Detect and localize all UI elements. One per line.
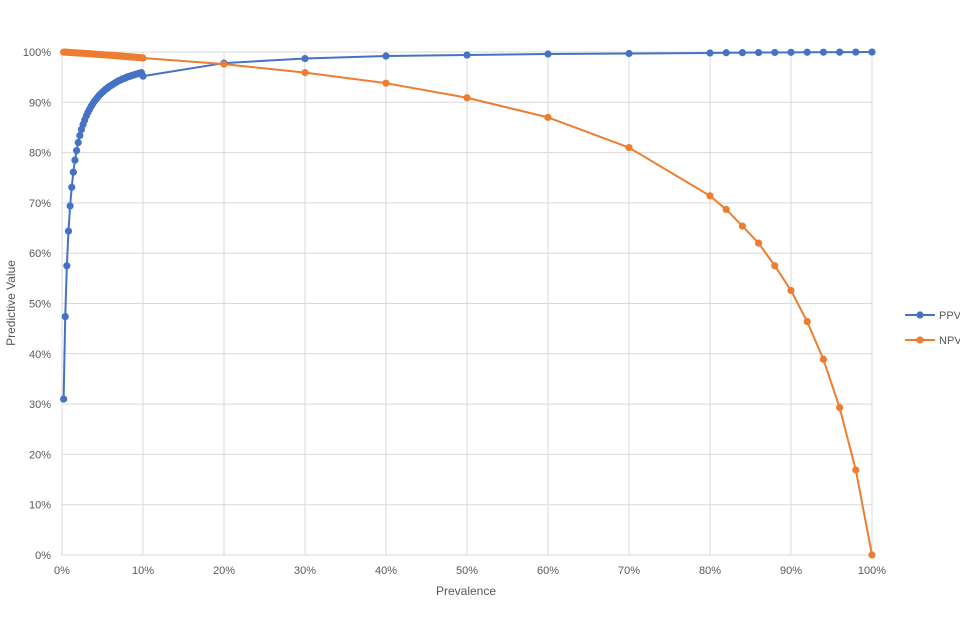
legend-label: NPV xyxy=(939,335,960,347)
data-point-npv xyxy=(738,222,747,230)
legend-swatch-marker xyxy=(916,336,924,344)
data-point-ppv xyxy=(69,168,77,176)
y-tick-label: 80% xyxy=(29,148,51,160)
series-points xyxy=(60,48,876,559)
data-point-npv xyxy=(787,286,795,295)
data-point-ppv xyxy=(74,138,82,147)
data-point-npv xyxy=(382,79,390,87)
data-point-npv xyxy=(220,60,228,68)
data-point-ppv xyxy=(139,72,147,80)
data-point-ppv xyxy=(60,395,68,403)
data-point-npv xyxy=(852,466,860,474)
legend-label: PPV xyxy=(939,310,960,322)
data-point-ppv xyxy=(836,48,844,56)
y-tick-label: 0% xyxy=(35,550,51,562)
data-point-npv xyxy=(625,143,633,152)
data-point-npv xyxy=(722,205,730,214)
legend: PPV NPV xyxy=(905,310,960,347)
data-point-npv xyxy=(544,113,552,121)
data-point-npv xyxy=(836,404,844,412)
tick-labels: 0% 10% 20% 30% 40% 50% 60% 70% 80% 90% 100% 0% 10% 20… xyxy=(23,47,886,577)
data-point-ppv xyxy=(76,131,84,140)
x-axis-title: Prevalence xyxy=(436,584,496,598)
data-point-npv xyxy=(706,192,714,200)
x-tick-label: 60% xyxy=(537,565,559,577)
y-tick-label: 10% xyxy=(29,500,51,512)
series-line-ppv xyxy=(62,51,873,400)
data-point-npv xyxy=(771,262,779,270)
data-point-ppv xyxy=(66,202,74,210)
data-point-ppv xyxy=(71,156,79,164)
y-tick-label: 100% xyxy=(23,47,51,59)
x-tick-label: 80% xyxy=(699,565,721,577)
data-point-npv xyxy=(139,54,147,62)
data-point-ppv xyxy=(61,312,69,321)
x-tick-label: 100% xyxy=(858,565,886,577)
data-point-npv xyxy=(819,355,828,363)
data-point-ppv xyxy=(787,48,795,56)
data-point-ppv xyxy=(625,49,633,58)
data-point-ppv xyxy=(72,146,81,155)
data-point-npv xyxy=(755,239,763,247)
data-point-ppv xyxy=(755,48,763,57)
data-point-ppv xyxy=(706,49,714,57)
x-tick-label: 10% xyxy=(132,565,154,577)
y-axis-title: Predictive Value xyxy=(4,260,18,346)
data-point-npv xyxy=(463,94,471,102)
x-tick-label: 20% xyxy=(213,565,235,577)
data-point-ppv xyxy=(63,262,71,270)
data-point-ppv xyxy=(301,54,309,63)
data-point-ppv xyxy=(803,48,811,56)
y-tick-label: 20% xyxy=(29,449,51,461)
data-point-ppv xyxy=(738,49,747,57)
y-tick-label: 40% xyxy=(29,349,51,361)
data-point-ppv xyxy=(64,227,73,235)
y-tick-label: 90% xyxy=(29,97,51,109)
data-point-ppv xyxy=(771,48,779,57)
legend-item-npv: NPV xyxy=(905,335,960,347)
data-point-ppv xyxy=(382,52,390,60)
y-tick-label: 30% xyxy=(29,399,51,411)
gridlines xyxy=(61,51,873,556)
legend-swatch-marker xyxy=(916,311,924,319)
y-tick-label: 50% xyxy=(29,299,51,311)
legend-item-ppv: PPV xyxy=(905,310,960,322)
data-point-ppv xyxy=(819,48,828,56)
data-point-npv xyxy=(301,69,309,77)
data-point-ppv xyxy=(852,48,860,56)
data-point-ppv xyxy=(722,49,730,57)
data-point-ppv xyxy=(868,48,876,56)
data-point-npv xyxy=(868,551,876,559)
x-tick-label: 90% xyxy=(780,565,802,577)
x-tick-label: 50% xyxy=(456,565,478,577)
data-point-ppv xyxy=(463,51,471,59)
x-tick-label: 0% xyxy=(54,565,70,577)
data-point-ppv xyxy=(68,183,76,191)
x-tick-label: 40% xyxy=(375,565,397,577)
x-tick-label: 30% xyxy=(294,565,316,577)
data-point-npv xyxy=(803,318,811,326)
data-point-ppv xyxy=(544,50,552,58)
x-tick-label: 70% xyxy=(618,565,640,577)
y-tick-label: 70% xyxy=(29,198,51,210)
y-tick-label: 60% xyxy=(29,248,51,260)
